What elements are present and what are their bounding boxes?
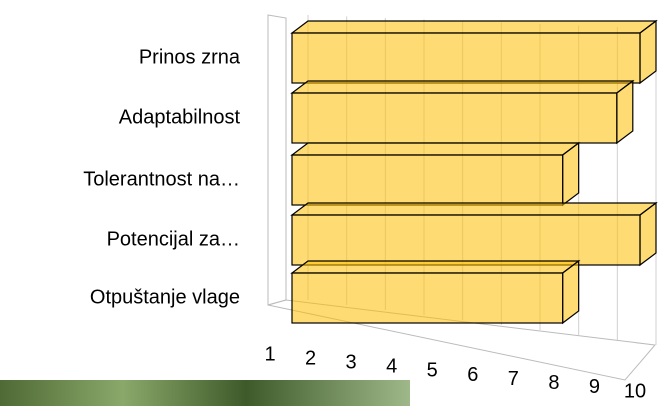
x-tick-label: 5 [427, 360, 438, 382]
photo-strip [0, 380, 410, 406]
bar-top [290, 202, 658, 216]
bar-top [290, 20, 658, 34]
y-tick-label: Prinos zrna [139, 46, 241, 68]
bar-top [290, 260, 581, 274]
plot-area: 1 2 3 4 5 6 7 8 9 10 Prinos zrna Adaptabilnost Toler… [83, 14, 658, 402]
x-tick-label: 2 [305, 347, 316, 369]
y-tick-label: Tolerantnost na… [83, 168, 240, 190]
bar-top [290, 80, 635, 94]
bar-top [290, 142, 581, 156]
bar [291, 92, 618, 144]
bar [291, 214, 641, 266]
y-tick-label: Potencijal za… [107, 228, 240, 250]
bar [291, 32, 641, 84]
floor [267, 299, 656, 381]
x-tick-label: 9 [589, 376, 600, 398]
x-tick-label: 6 [467, 364, 478, 386]
x-tick-label: 7 [508, 368, 519, 390]
x-tick-label: 8 [548, 372, 559, 394]
bar [291, 154, 564, 206]
y-tick-label: Adaptabilnost [119, 106, 241, 128]
x-tick-label: 10 [624, 380, 646, 402]
bar [291, 272, 564, 324]
y-tick-label: Otpuštanje vlage [90, 286, 240, 308]
x-tick-label: 3 [346, 352, 357, 374]
x-tick-label: 1 [264, 343, 275, 365]
back-wall [267, 14, 287, 306]
x-tick-label: 4 [386, 356, 397, 378]
